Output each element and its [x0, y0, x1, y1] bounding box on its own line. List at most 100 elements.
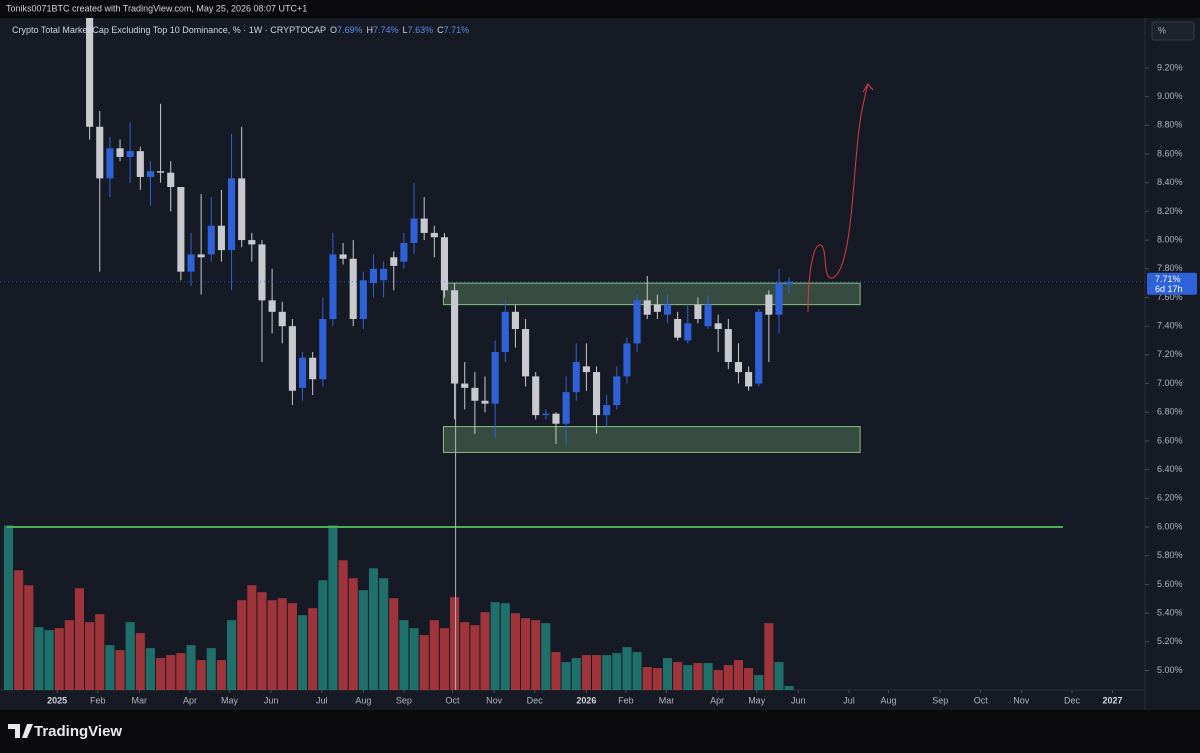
unit-label[interactable]: %	[1158, 25, 1166, 35]
volume-bar	[3, 525, 14, 690]
volume-bar	[257, 592, 267, 690]
zone-box	[442, 282, 861, 306]
volume-bar	[328, 525, 338, 690]
candle-body	[572, 362, 580, 393]
y-tick-label: 7.80%	[1157, 263, 1183, 273]
volume-bar	[318, 580, 328, 690]
volume-bar	[115, 650, 125, 690]
x-tick-label: Mar	[132, 695, 148, 705]
candle-body	[430, 232, 438, 238]
candle-body	[106, 148, 114, 179]
candle-body	[755, 311, 763, 384]
volume-bar	[450, 597, 460, 690]
y-tick-label: 9.00%	[1157, 91, 1183, 101]
x-tick-label: Nov	[486, 695, 503, 705]
candle-body	[288, 326, 296, 391]
candle-body	[369, 268, 378, 284]
y-tick-label: 8.00%	[1157, 234, 1183, 244]
volume-bar	[368, 568, 379, 690]
volume-bar	[379, 578, 389, 690]
candle-body	[775, 283, 783, 315]
y-tick-label: 6.80%	[1157, 407, 1183, 417]
candle-body	[96, 126, 104, 179]
candle-body	[603, 405, 611, 416]
x-tick-label: Dec	[1064, 695, 1081, 705]
ohlc-value: 7.63%	[408, 25, 434, 35]
symbol-title: Crypto Total Market Cap Excluding Top 10…	[12, 25, 326, 35]
candle-body	[400, 242, 408, 262]
candle-body	[491, 351, 499, 404]
volume-bar	[429, 620, 439, 690]
volume-bar	[784, 686, 794, 690]
candle-body	[471, 387, 479, 401]
unit-button[interactable]	[1151, 21, 1195, 41]
projection-arrow	[807, 83, 874, 313]
volume-bar	[561, 662, 571, 690]
candle-body	[734, 362, 743, 373]
volume-bar	[338, 560, 348, 690]
candle-body	[522, 329, 530, 377]
volume-bar	[54, 628, 64, 690]
y-tick-label: 7.60%	[1157, 292, 1183, 302]
ohlc-key: O	[330, 25, 337, 35]
candle-body	[258, 244, 266, 301]
candle-body	[714, 323, 722, 330]
candle-body	[167, 172, 175, 188]
volume-bar	[612, 653, 622, 690]
x-tick-label: 2025	[47, 695, 67, 705]
time-axis-bg	[0, 690, 1145, 710]
candle-body	[704, 304, 712, 327]
candle-body	[146, 171, 154, 177]
volume-bar	[267, 600, 277, 690]
candle-body	[461, 383, 469, 388]
footer-logo: TradingView	[8, 723, 122, 740]
axis-layer: 5.00% 5.20% 5.40% 5.60% 5.80% 6.00% 6.20% 6.40%…	[47, 62, 1197, 705]
volume-bar	[510, 613, 520, 690]
volume-bar	[520, 618, 531, 690]
volume-bar	[237, 600, 247, 690]
candle-body	[674, 318, 682, 338]
volume-bar	[744, 668, 754, 690]
candle-body	[582, 366, 590, 373]
legend: Crypto Total Market Cap Excluding Top 10…	[12, 25, 469, 35]
volume-bar	[541, 623, 551, 690]
candle-body	[643, 300, 651, 315]
candle-body	[511, 311, 519, 330]
candle-body	[613, 376, 621, 406]
candle-body	[390, 257, 398, 266]
volume-bar	[591, 655, 602, 690]
y-tick-label: 7.00%	[1157, 378, 1183, 388]
volume-bar	[652, 668, 662, 690]
ohlc-key: C	[437, 25, 444, 35]
candle-body	[542, 413, 550, 416]
volume-bar	[125, 622, 135, 690]
x-tick-label: May	[221, 695, 239, 705]
volume-bar	[277, 598, 287, 690]
volume-layer	[3, 525, 794, 690]
volume-bar	[64, 620, 74, 690]
volume-bar	[500, 603, 510, 690]
candle-body	[694, 304, 702, 319]
candle-body	[298, 357, 307, 388]
volume-bar	[105, 645, 115, 690]
volume-bar	[622, 647, 632, 690]
volume-bar	[642, 667, 652, 690]
candle-body	[197, 254, 205, 258]
x-tick-label: Jun	[791, 695, 806, 705]
x-tick-label: Dec	[527, 695, 544, 705]
volume-bar	[632, 652, 642, 690]
x-tick-label: Oct	[974, 695, 989, 705]
volume-bar	[216, 660, 226, 690]
volume-bar	[145, 648, 156, 690]
volume-bar	[34, 627, 44, 690]
volume-bar	[44, 630, 54, 690]
volume-bar	[348, 578, 358, 690]
y-tick-label: 7.40%	[1157, 321, 1183, 331]
candle-body	[663, 304, 672, 315]
candle-body	[309, 357, 317, 380]
candle-body	[623, 343, 631, 377]
volume-bar	[774, 662, 784, 690]
volume-bar	[683, 665, 693, 690]
candle-body	[765, 294, 773, 315]
